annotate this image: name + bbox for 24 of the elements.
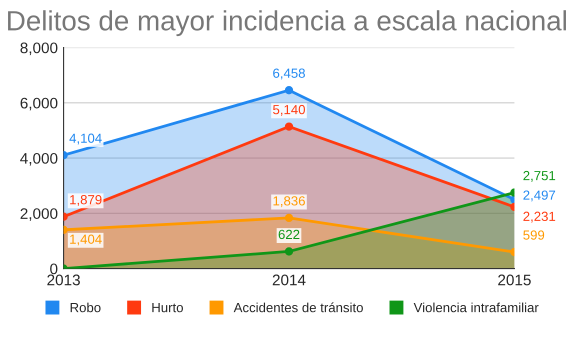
y-tick-label: 0 bbox=[50, 263, 58, 274]
data-label: 2,751 bbox=[523, 170, 556, 182]
y-tick-label: 4,000 bbox=[20, 152, 58, 166]
data-label: 6,458 bbox=[273, 68, 305, 80]
chart-title: Delitos de mayor incidencia a escala nacional bbox=[8, 10, 566, 36]
data-label: 622 bbox=[278, 230, 300, 240]
x-tick-label: 2013 bbox=[47, 274, 80, 286]
legend-label: Accidentes de tránsito bbox=[234, 302, 363, 312]
data-label: 2,231 bbox=[523, 212, 556, 223]
y-tick-label: 2,000 bbox=[20, 208, 58, 221]
legend-label: Hurto bbox=[152, 303, 183, 312]
y-tick-label: 6,000 bbox=[20, 98, 58, 110]
x-tick-label: 2015 bbox=[498, 274, 531, 286]
data-label: 1,879 bbox=[70, 195, 102, 206]
legend-label: Robo bbox=[70, 302, 101, 312]
data-label: 2,497 bbox=[523, 190, 556, 202]
data-label: 4,104 bbox=[69, 134, 102, 144]
data-label: 5,140 bbox=[273, 104, 305, 116]
data-label: 1,404 bbox=[70, 234, 102, 246]
legend-label: Violencia intrafamiliar bbox=[414, 302, 539, 312]
data-label: 599 bbox=[523, 230, 544, 240]
y-tick-label: 8,000 bbox=[20, 42, 58, 56]
data-label: 1,836 bbox=[274, 196, 305, 208]
x-tick-label: 2014 bbox=[272, 274, 306, 286]
